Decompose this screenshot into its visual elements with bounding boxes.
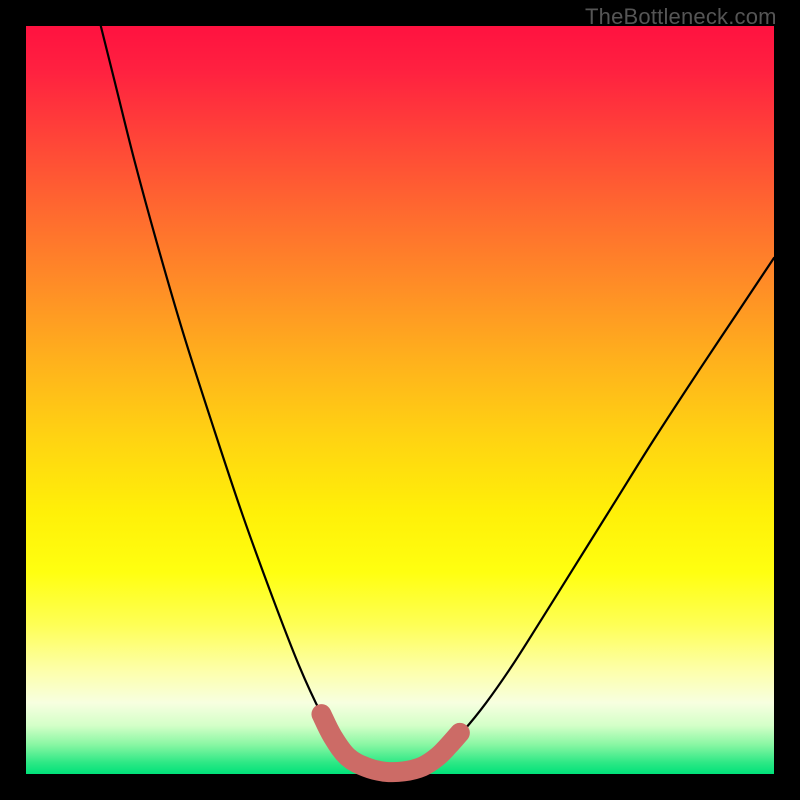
chart-background [26, 26, 774, 774]
bottleneck-chart [0, 0, 800, 800]
